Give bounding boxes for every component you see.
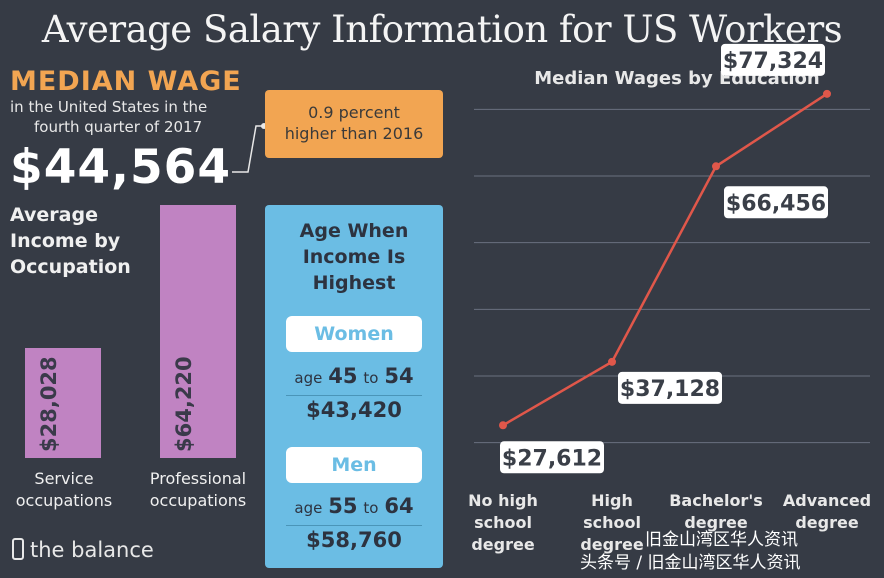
data-point-3 [823, 89, 831, 98]
x-tick-label-0-line-2: degree [471, 535, 535, 554]
men-divider [286, 525, 422, 526]
men-pill: Men [286, 447, 422, 483]
age-income-panel [265, 205, 443, 568]
median-wage-subtitle-2: fourth quarter of 2017 [34, 118, 203, 136]
occupation-label-service: Service occupations [5, 468, 123, 512]
occupation-label-professional: Professional occupations [136, 468, 260, 512]
x-tick-label-2-line-1: degree [684, 513, 748, 532]
women-divider [286, 395, 422, 396]
men-age-from: 55 [328, 494, 358, 518]
women-age-to-word: to [363, 369, 379, 387]
data-point-0 [499, 421, 507, 430]
age-panel-title: Age When Income Is Highest [265, 218, 443, 296]
data-label-box-1 [618, 371, 722, 404]
growth-callout: 0.9 percent higher than 2016 [265, 90, 443, 158]
data-label-box-0 [500, 441, 604, 474]
data-label-3: $77,324 [723, 49, 823, 74]
watermark-line1: 旧金山湾区华人资讯 [645, 530, 798, 550]
x-tick-label-0-line-1: school [474, 513, 532, 532]
x-tick-label-1-line-1: school [583, 513, 641, 532]
occupation-title-line3: Occupation [10, 256, 131, 278]
bar-service: $28,028 [25, 348, 101, 458]
women-age-prefix: age [294, 369, 323, 387]
x-tick-label-0: No high school degree [445, 490, 561, 556]
age-panel-title-line1: Age When [299, 220, 409, 242]
x-tick-label-1-line-2: degree [580, 535, 644, 554]
occupation-title-line1: Average [10, 204, 98, 226]
occupation-title-line2: Income by [10, 230, 121, 252]
occupation-title: Average Income by Occupation [10, 202, 131, 280]
women-amount: $43,420 [306, 398, 402, 422]
women-age-range: age 45 to 54 [265, 364, 443, 388]
data-label-box-2 [724, 186, 828, 219]
x-tick-label-3: Advanced degree [769, 490, 884, 534]
occupation-label-service-line2: occupations [15, 491, 113, 510]
men-age-to: 64 [384, 494, 414, 518]
median-wage-value: $44,564 [10, 140, 232, 195]
women-pill: Women [286, 316, 422, 352]
balance-logo-icon [12, 538, 24, 560]
median-wage-subtitle-1: in the United States in the [10, 98, 208, 116]
main-title: Average Salary Information for US Worker… [41, 8, 843, 51]
data-point-2 [712, 162, 720, 171]
x-tick-label-2-line-0: Bachelor's [669, 491, 763, 510]
data-point-1 [608, 357, 616, 366]
women-age-from: 45 [328, 364, 358, 388]
data-label-box-3 [721, 43, 825, 76]
watermark-line2: 头条号 / 旧金山湾区华人资讯 [580, 553, 801, 573]
x-tick-label-1: High school degree [554, 490, 670, 556]
occupation-label-professional-line1: Professional [149, 469, 247, 488]
women-age-to: 54 [384, 364, 414, 388]
series-line [502, 92, 828, 427]
age-panel-title-line2: Income Is [302, 246, 406, 268]
median-wage-heading: MEDIAN WAGE [10, 66, 242, 97]
x-tick-label-1-line-0: High [591, 491, 633, 510]
occupation-label-professional-line2: occupations [149, 491, 247, 510]
x-tick-label-0-line-0: No high [468, 491, 538, 510]
men-age-to-word: to [363, 499, 379, 517]
growth-callout-line2: higher than 2016 [284, 124, 424, 143]
brand-logo: the balance [12, 538, 154, 562]
data-label-1: $37,128 [620, 377, 720, 402]
age-panel-title-line3: Highest [312, 272, 396, 294]
men-age-prefix: age [294, 499, 323, 517]
men-age-range: age 55 to 64 [265, 494, 443, 518]
data-label-0: $27,612 [502, 446, 602, 471]
x-tick-label-3-line-1: degree [795, 513, 859, 532]
men-amount: $58,760 [306, 528, 402, 552]
x-tick-label-2: Bachelor's degree [658, 490, 774, 534]
brand-name: the balance [30, 538, 154, 562]
x-tick-label-3-line-0: Advanced [782, 491, 872, 510]
data-label-2: $66,456 [726, 191, 826, 216]
bar-professional: $64,220 [160, 205, 236, 458]
growth-callout-line1: 0.9 percent [308, 103, 400, 122]
occupation-label-service-line1: Service [34, 469, 94, 488]
